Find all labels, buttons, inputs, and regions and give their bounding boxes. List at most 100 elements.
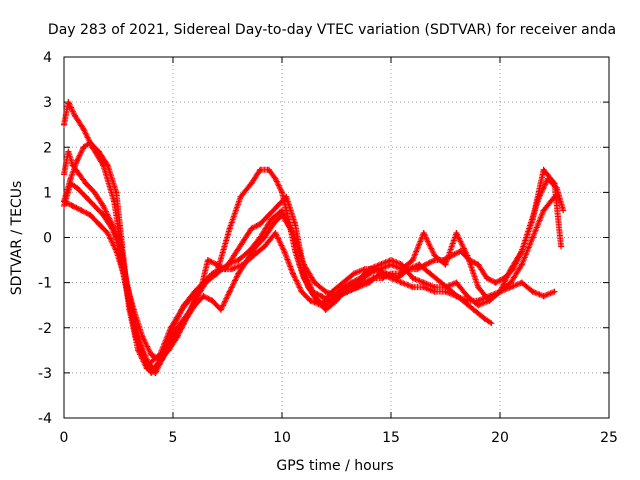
- data-point: [322, 288, 329, 295]
- data-point: [510, 266, 517, 273]
- data-point: [209, 270, 216, 277]
- data-point: [398, 279, 405, 286]
- data-point: [501, 275, 508, 282]
- data-point: [440, 257, 447, 264]
- data-point: [453, 279, 460, 286]
- data-point: [283, 193, 290, 200]
- data-point: [244, 257, 251, 264]
- data-point: [470, 306, 477, 313]
- data-series-track-5: [61, 198, 558, 363]
- data-point: [272, 175, 279, 182]
- data-point: [518, 248, 525, 255]
- data-point: [174, 333, 181, 340]
- data-point: [80, 144, 87, 151]
- data-point: [67, 175, 74, 182]
- data-point: [87, 211, 94, 218]
- data-point: [100, 211, 107, 218]
- data-point: [108, 225, 115, 232]
- data-point: [350, 270, 357, 277]
- y-tick-label: -4: [38, 411, 52, 427]
- data-point: [213, 261, 220, 268]
- data-point: [405, 266, 412, 273]
- data-point: [357, 275, 364, 282]
- data-point: [148, 351, 155, 358]
- data-point: [422, 261, 429, 268]
- data-point: [265, 211, 272, 218]
- data-point: [298, 288, 305, 295]
- data-point: [76, 171, 83, 178]
- data-point: [178, 306, 185, 313]
- x-axis-label: GPS time / hours: [276, 458, 393, 474]
- chart-title: Day 283 of 2021, Sidereal Day-to-day VTE…: [48, 22, 616, 38]
- data-point: [377, 270, 384, 277]
- data-point: [414, 266, 421, 273]
- data-point: [152, 369, 159, 376]
- data-point: [65, 148, 72, 155]
- data-point: [289, 229, 296, 236]
- data-point: [279, 211, 285, 218]
- data-point: [261, 243, 268, 250]
- data-series-track-4: [61, 139, 567, 367]
- data-point: [71, 112, 78, 119]
- data-point: [558, 243, 565, 250]
- y-tick-label: -3: [38, 366, 52, 382]
- data-point: [311, 279, 318, 286]
- data-point: [261, 234, 268, 241]
- data-point: [231, 252, 238, 259]
- data-point: [427, 270, 434, 277]
- data-point: [61, 121, 67, 128]
- data-point: [248, 180, 255, 187]
- data-point: [139, 333, 146, 340]
- data-point: [475, 297, 482, 304]
- data-point: [122, 275, 129, 282]
- data-point: [398, 261, 405, 268]
- y-tick-label: -2: [38, 321, 52, 337]
- data-point: [265, 166, 272, 173]
- data-point: [540, 166, 547, 173]
- data-point: [91, 189, 98, 196]
- data-point: [431, 257, 438, 264]
- data-point: [146, 360, 153, 367]
- data-point: [377, 261, 384, 268]
- y-axis-label: SDTVAR / TECUs: [9, 181, 25, 296]
- data-point: [87, 139, 94, 146]
- data-point: [135, 338, 142, 345]
- data-point: [449, 252, 456, 259]
- data-point: [420, 284, 427, 291]
- data-point: [388, 257, 394, 264]
- y-tick-label: 4: [43, 50, 52, 66]
- data-point: [497, 288, 503, 295]
- data-point: [95, 148, 102, 155]
- y-tick-label: 2: [43, 140, 52, 156]
- data-point: [198, 284, 205, 291]
- data-point: [483, 275, 490, 282]
- data-point: [204, 257, 211, 264]
- data-point: [222, 266, 229, 273]
- data-point: [228, 266, 235, 273]
- data-point: [61, 198, 67, 205]
- data-point: [475, 261, 482, 268]
- data-point: [209, 297, 216, 304]
- data-point: [420, 229, 427, 236]
- data-point: [74, 184, 81, 191]
- data-point: [82, 193, 89, 200]
- data-point: [372, 266, 379, 273]
- data-point: [61, 171, 67, 178]
- data-point: [235, 257, 242, 264]
- data-point: [536, 193, 543, 200]
- data-point: [518, 279, 525, 286]
- data-point: [318, 302, 325, 309]
- data-point: [237, 193, 244, 200]
- data-point: [333, 293, 340, 300]
- data-point: [165, 347, 172, 354]
- data-point: [388, 275, 394, 282]
- data-point: [518, 261, 525, 268]
- data-point: [540, 293, 547, 300]
- data-point: [366, 279, 373, 286]
- data-point: [189, 293, 196, 300]
- data-point: [442, 261, 449, 268]
- data-point: [438, 279, 445, 286]
- y-tick-label: 1: [43, 185, 52, 201]
- data-point: [529, 288, 536, 295]
- data-point: [65, 99, 72, 106]
